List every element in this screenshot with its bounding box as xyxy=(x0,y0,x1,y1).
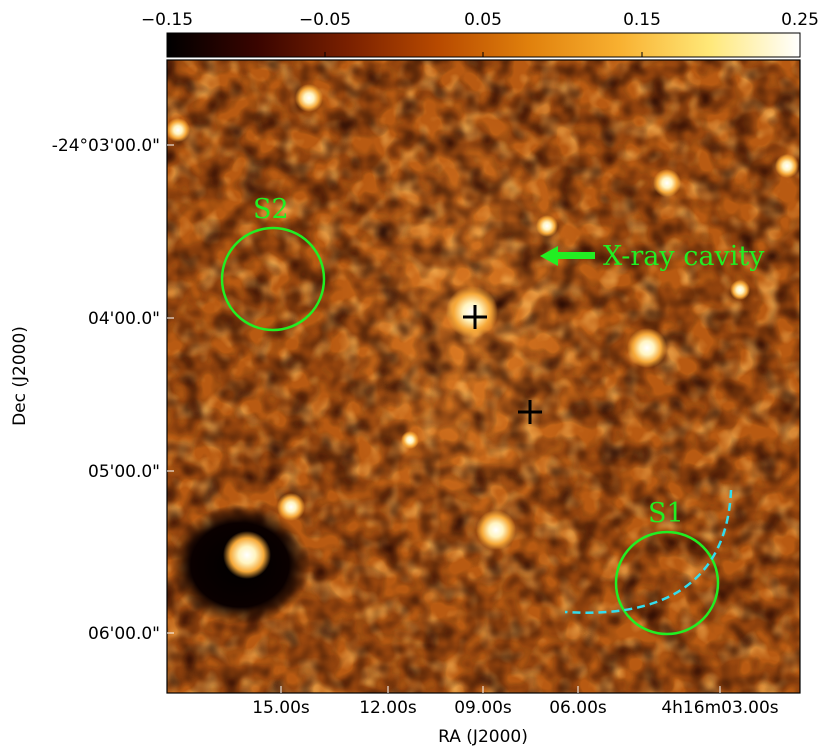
dashed-arc xyxy=(564,489,733,614)
y-tick-label: 05'00.0" xyxy=(88,462,160,482)
colorbar-tick-label: 0.15 xyxy=(623,10,661,30)
region-s2-label: S2 xyxy=(253,194,289,225)
y-tick-label: 04'00.0" xyxy=(88,309,160,329)
x-axis-title: RA (J2000) xyxy=(438,727,528,747)
region-s1-label: S1 xyxy=(648,498,684,529)
x-tick-label: 09.00s xyxy=(454,698,512,718)
colorbar-tick-label: −0.05 xyxy=(299,10,351,30)
image-panel xyxy=(167,60,800,693)
region-s1-circle xyxy=(614,530,720,636)
region-s2-circle xyxy=(220,226,326,332)
colorbar-ticks: −0.15 −0.05 0.05 0.15 0.25 xyxy=(141,10,819,57)
x-tick-label: 12.00s xyxy=(359,698,417,718)
y-tick-label: 06'00.0" xyxy=(88,624,160,644)
plus-marker-1 xyxy=(463,305,487,329)
x-tick-label: 06.00s xyxy=(549,698,607,718)
cavity-arrow xyxy=(540,246,595,266)
y-tick-label: -24°03'00.0" xyxy=(52,136,160,156)
cavity-label: X-ray cavity xyxy=(603,241,765,272)
point-sources xyxy=(167,84,799,579)
colorbar-tick-label: 0.25 xyxy=(781,10,819,30)
x-tick-label: 15.00s xyxy=(252,698,310,718)
x-tick-label: 4h16m03.00s xyxy=(661,698,778,718)
y-axis-title: Dec (J2000) xyxy=(10,326,30,426)
axis-ticks: 15.00s 12.00s 09.00s 06.00s 4h16m03.00s -24°0… xyxy=(52,136,779,718)
colorbar-tick-label: −0.15 xyxy=(141,10,193,30)
plus-marker-2 xyxy=(518,400,542,424)
colorbar-tick-label: 0.05 xyxy=(464,10,502,30)
